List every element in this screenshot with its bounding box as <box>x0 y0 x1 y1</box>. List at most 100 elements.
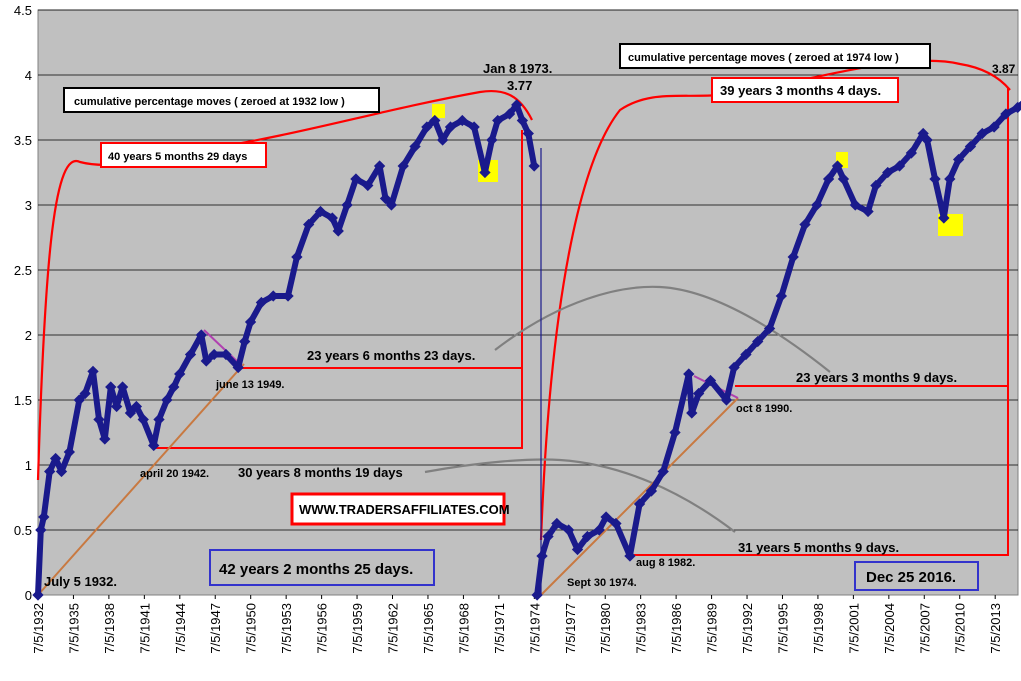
annotation-shapes <box>36 59 1011 596</box>
label-23y6m: 23 years 6 months 23 days. <box>307 348 475 363</box>
x-tick-label: 7/5/1974 <box>527 603 542 654</box>
series-point <box>763 322 776 335</box>
series-point <box>332 225 344 237</box>
annotation-boxes <box>63 43 979 591</box>
red-bracket-right <box>634 88 1009 556</box>
yellow-highlight-1 <box>432 104 445 118</box>
series-point <box>645 485 658 497</box>
series-point <box>436 134 449 146</box>
label-april-1942: april 20 1942. <box>140 468 209 480</box>
label-42-years: 42 years 2 months 25 days. <box>219 561 413 578</box>
series-point <box>581 530 594 543</box>
x-tick-label: 7/5/1986 <box>669 603 684 654</box>
label-23y3m: 23 years 3 months 9 days. <box>796 370 957 385</box>
x-tick-label: 7/5/2010 <box>953 603 968 654</box>
series-point <box>704 374 717 387</box>
x-tick-label: 7/5/1965 <box>421 603 436 654</box>
series-point <box>232 361 244 374</box>
series-point <box>811 199 823 211</box>
x-tick-label: 7/5/1944 <box>173 603 188 654</box>
series-point <box>373 160 386 172</box>
label-1974-zero: cumulative percentage moves ( zeroed at … <box>628 52 899 64</box>
series-point <box>787 251 799 263</box>
series-point <box>720 394 733 406</box>
series-point <box>130 400 143 413</box>
series-point <box>195 329 207 341</box>
series-point <box>239 335 251 348</box>
x-tick-label: 7/5/1938 <box>102 603 117 654</box>
x-tick-label: 7/5/2004 <box>882 603 897 654</box>
y-tick-label: 0 <box>25 588 32 603</box>
x-axis-ticks: 7/5/1932 7/5/1935 7/5/1938 7/5/1941 7/5/1944… <box>31 595 1003 654</box>
series-point <box>397 160 409 172</box>
label-website: WWW.TRADERSAFFILIATES.COM <box>299 502 510 517</box>
series-point <box>244 316 257 328</box>
x-tick-label: 7/5/1935 <box>66 603 81 654</box>
box-40-years <box>100 142 267 168</box>
series-point <box>55 465 68 478</box>
series-point <box>314 205 327 218</box>
series-point <box>929 173 941 185</box>
series-point <box>976 127 988 140</box>
series-point <box>161 394 173 406</box>
series-point <box>882 166 894 179</box>
series-point <box>964 140 977 153</box>
series-point <box>799 218 811 231</box>
series-point <box>44 465 56 478</box>
label-40-years: 40 years 5 months 29 days <box>108 151 247 163</box>
series-point <box>944 173 956 185</box>
series-point <box>282 290 294 302</box>
box-1974-zero <box>619 43 931 69</box>
series-point <box>267 290 279 302</box>
trend-line-right <box>540 397 739 596</box>
series-point <box>571 543 584 556</box>
x-tick-label: 7/5/1989 <box>705 603 720 654</box>
series-point <box>536 550 548 562</box>
series-point <box>952 153 965 166</box>
series-point <box>633 498 646 510</box>
gray-arc-upper <box>494 285 831 373</box>
label-oct-1990: oct 8 1990. <box>736 403 792 415</box>
y-tick-label: 3.5 <box>14 133 32 148</box>
label-30y8m: 30 years 8 months 19 days <box>238 465 403 480</box>
series-point <box>341 199 353 211</box>
x-tick-label: 7/5/1998 <box>811 603 826 654</box>
series-point <box>752 335 764 348</box>
series-point <box>669 426 681 439</box>
x-tick-label: 7/5/2001 <box>846 603 861 654</box>
series-point <box>200 355 212 367</box>
y-tick-label: 1 <box>25 458 32 473</box>
series-point <box>728 361 740 374</box>
series-point <box>837 173 850 185</box>
series-point <box>600 511 612 523</box>
x-tick-label: 7/5/1995 <box>775 603 790 654</box>
label-dec-2016: Dec 25 2016. <box>866 569 956 586</box>
y-tick-label: 4.5 <box>14 3 32 18</box>
series-point <box>593 524 605 536</box>
series-point <box>686 407 698 419</box>
purple-line-left <box>203 329 243 367</box>
series-point <box>938 212 950 224</box>
gray-arc-lower <box>424 458 736 533</box>
y-tick-label: 4 <box>25 68 32 83</box>
label-peak-387: 3.87 <box>992 62 1016 76</box>
label-31y5m: 31 years 5 months 9 days. <box>738 540 899 555</box>
label-june-1949: june 13 1949. <box>215 379 285 391</box>
series-point <box>255 296 268 309</box>
series-point <box>531 589 543 601</box>
series-point <box>624 550 636 562</box>
series-point <box>379 192 392 205</box>
x-tick-label: 7/5/1983 <box>634 603 649 654</box>
series-point <box>168 381 180 393</box>
series-point <box>409 140 421 153</box>
series-point <box>362 179 374 192</box>
red-curve-right <box>539 59 1011 541</box>
y-tick-label: 2.5 <box>14 263 32 278</box>
series-point <box>657 465 669 478</box>
series-point <box>326 212 338 224</box>
series-point <box>303 218 315 231</box>
series-point <box>49 452 62 465</box>
series-point <box>479 166 491 179</box>
red-bracket-left <box>152 130 523 449</box>
